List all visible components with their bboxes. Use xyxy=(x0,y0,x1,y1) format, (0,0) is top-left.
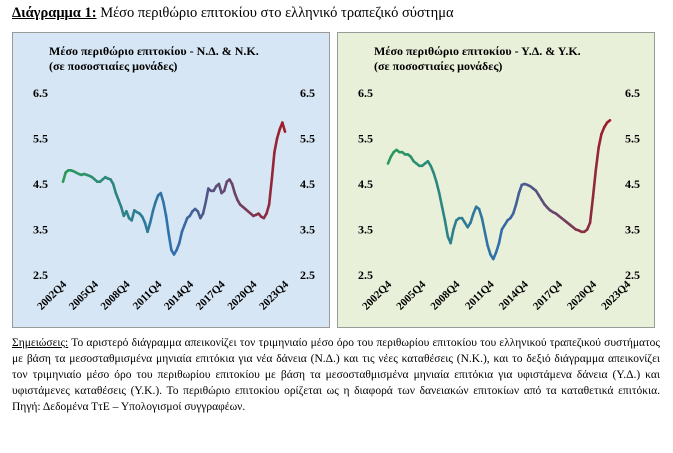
left-xtick: 2023Q4 xyxy=(257,278,291,312)
left-series-segment xyxy=(167,232,173,252)
right-series-segment xyxy=(511,203,518,215)
left-series-segment xyxy=(267,178,274,206)
left-series-segment xyxy=(146,221,152,234)
left-xtick: 2017Q4 xyxy=(194,278,228,312)
left-series-segment xyxy=(230,182,237,195)
left-series-segment xyxy=(159,191,165,204)
left-series-segment xyxy=(151,200,157,213)
right-chart-title-line1: Μέσο περιθώριο επιτοκίου - Υ.Δ. & Υ.Κ. xyxy=(374,44,581,58)
left-xtick: 2002Q4 xyxy=(35,278,69,312)
left-ytick-right: 3.5 xyxy=(300,223,315,237)
left-chart-title-line1: Μέσο περιθώριο επιτοκίου - Ν.Δ. & Ν.Κ. xyxy=(49,44,259,58)
left-series-segment xyxy=(201,200,208,215)
left-series-segment xyxy=(164,214,171,236)
right-series-segment xyxy=(452,219,458,231)
right-ytick-right: 2.5 xyxy=(625,268,640,282)
right-xtick: 2023Q4 xyxy=(599,278,633,312)
right-series-segment xyxy=(594,146,600,172)
heading-text: Μέσο περιθώριο επιτοκίου στο ελληνικό τρ… xyxy=(100,5,454,21)
right-xtick: 2008Q4 xyxy=(428,278,462,312)
left-series-segment xyxy=(265,203,271,215)
right-ytick-right: 5.5 xyxy=(625,132,640,146)
left-series-segment xyxy=(275,128,282,140)
left-xtick: 2008Q4 xyxy=(99,278,133,312)
right-series-segment xyxy=(517,183,524,195)
right-series-segment xyxy=(432,171,438,184)
right-series-segment xyxy=(494,241,501,254)
right-xtick: 2005Q4 xyxy=(394,278,428,312)
right-series-segment xyxy=(483,230,489,247)
right-ytick-left: 5.5 xyxy=(358,132,373,146)
right-ytick-right: 4.5 xyxy=(625,177,640,191)
left-series-segment xyxy=(61,171,67,184)
right-series-segment xyxy=(497,228,504,245)
left-series-segment xyxy=(281,121,287,133)
right-series-segment xyxy=(440,205,447,222)
right-series-segment xyxy=(443,219,450,238)
right-xtick: 2017Q4 xyxy=(531,278,565,312)
left-xtick: 2020Q4 xyxy=(225,278,259,312)
chart-notes: Σημειώσεις: Το αριστερό διάγραμμα απεικο… xyxy=(12,335,660,415)
left-ytick-right: 2.5 xyxy=(300,268,315,282)
right-series-segment xyxy=(480,216,487,234)
right-xtick: 2011Q4 xyxy=(463,278,497,312)
right-chart-title: Μέσο περιθώριο επιτοκίου - Υ.Δ. & Υ.Κ. (… xyxy=(374,44,581,74)
left-ytick-left: 6.5 xyxy=(33,86,48,100)
right-series-segment xyxy=(514,191,521,206)
right-xtick: 2020Q4 xyxy=(565,278,599,312)
right-ytick-left: 4.5 xyxy=(358,177,373,191)
right-ytick-right: 3.5 xyxy=(625,223,640,237)
left-ytick-right: 6.5 xyxy=(300,86,315,100)
right-series-segment xyxy=(437,191,444,209)
right-series-segment xyxy=(605,119,612,124)
left-series-segment xyxy=(217,182,223,195)
left-ytick-left: 2.5 xyxy=(33,268,48,282)
right-series-segment xyxy=(591,169,598,199)
right-series-segment xyxy=(588,196,595,224)
left-ytick-left: 4.5 xyxy=(33,177,48,191)
notes-text: Το αριστερό διάγραμμα απεικονίζει τον τρ… xyxy=(12,337,660,413)
right-series-segment xyxy=(435,180,441,195)
left-series-segment xyxy=(270,150,276,181)
left-ytick-right: 5.5 xyxy=(300,132,315,146)
left-ytick-left: 5.5 xyxy=(33,132,48,146)
right-series-segment xyxy=(486,244,492,256)
left-chart-title: Μέσο περιθώριο επιτοκίου - Ν.Δ. & Ν.Κ. (… xyxy=(49,44,259,74)
right-ytick-left: 6.5 xyxy=(358,86,373,100)
left-xtick: 2014Q4 xyxy=(162,278,196,312)
left-series-segment xyxy=(222,180,229,193)
left-xtick: 2011Q4 xyxy=(131,278,165,312)
left-series-segment xyxy=(204,187,210,204)
left-series-segment xyxy=(162,200,168,218)
right-series-segment xyxy=(449,228,455,245)
left-series-segment xyxy=(111,182,118,195)
notes-label: Σημειώσεις: xyxy=(12,337,69,349)
left-xtick: 2005Q4 xyxy=(67,278,101,312)
left-ytick-left: 3.5 xyxy=(33,223,48,237)
right-series-segment xyxy=(477,207,484,220)
right-ytick-left: 2.5 xyxy=(358,268,373,282)
heading-label: Διάγραμμα 1: xyxy=(12,5,97,21)
left-series-segment xyxy=(148,210,155,224)
right-xtick: 2002Q4 xyxy=(360,278,394,312)
right-chart-title-line2: (σε ποσοστιαίες μονάδες) xyxy=(374,59,503,73)
left-series-segment xyxy=(177,230,184,245)
left-chart-title-line2: (σε ποσοστιαίες μονάδες) xyxy=(49,59,178,73)
right-series-segment xyxy=(469,212,475,224)
left-series-segment xyxy=(273,137,279,154)
left-series-segment xyxy=(130,209,136,222)
right-series-segment xyxy=(597,132,603,149)
left-chart-panel: 6.5 6.5 5.5 5.5 4.5 4.5 3.5 3.5 2.5 2.5 2002Q4 2005… xyxy=(12,32,330,328)
left-chart-svg: 6.5 6.55.5 5.54.5 4.53.5 3.52.5 2.52002Q42005… xyxy=(33,86,315,313)
left-ytick-right: 4.5 xyxy=(300,177,315,191)
right-chart-panel: 6.5 6.5 5.5 5.5 4.5 4.5 3.5 3.5 2.5 2.5 2002Q4 2005… xyxy=(337,32,655,328)
right-ytick-right: 6.5 xyxy=(625,86,640,100)
right-ytick-left: 3.5 xyxy=(358,223,373,237)
right-xtick: 2014Q4 xyxy=(497,278,531,312)
chart-heading: Διάγραμμα 1: Μέσο περιθώριο επιτοκίου στ… xyxy=(12,5,454,22)
